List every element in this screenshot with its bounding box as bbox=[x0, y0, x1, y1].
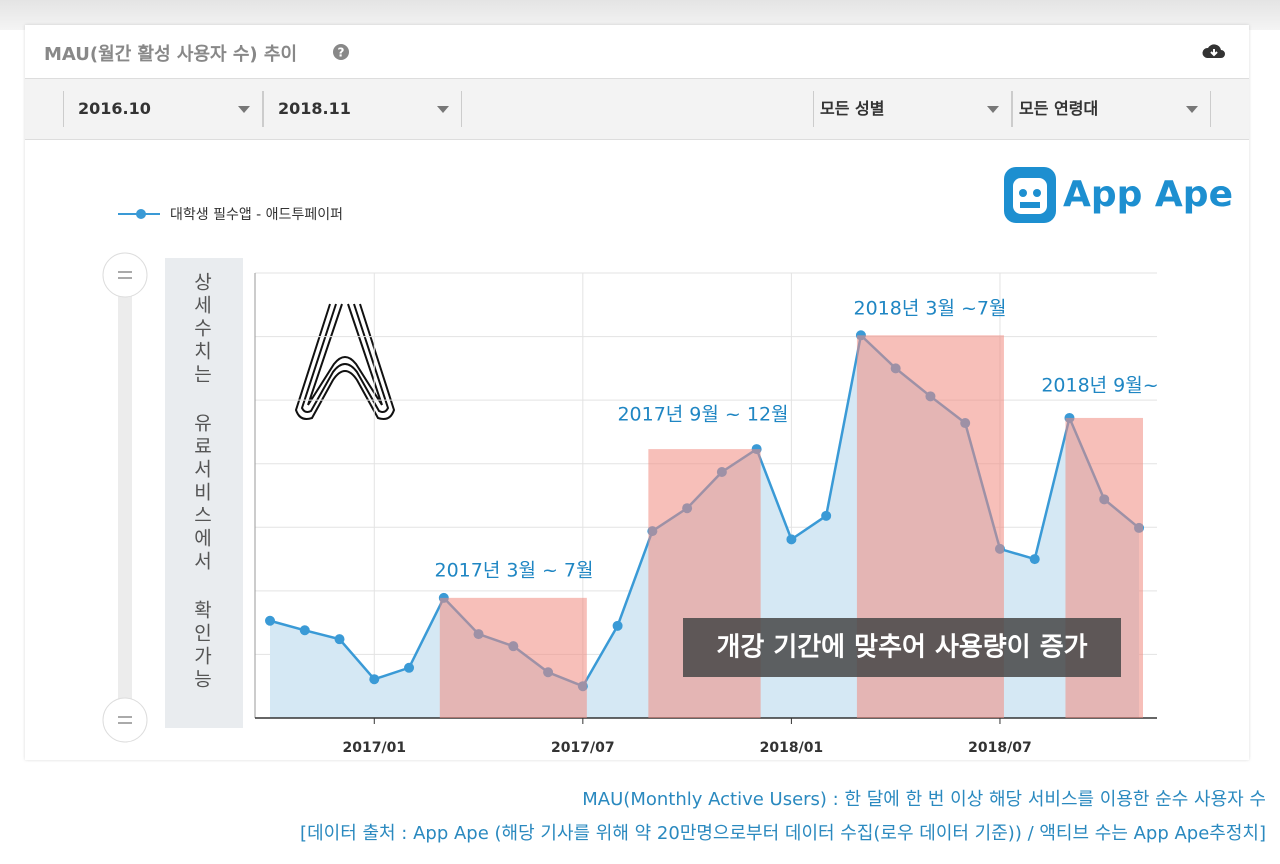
data-point bbox=[265, 615, 275, 626]
footnote: [데이터 출처 : App Ape (해당 기사를 위해 약 20만명으로부터 … bbox=[300, 823, 1266, 844]
data-point bbox=[1029, 554, 1040, 565]
side-note: 상세수치는 유료서비스에서 확인가능 bbox=[190, 272, 213, 692]
callout-box bbox=[683, 618, 1121, 677]
callout-text: 개강 기간에 맞추어 사용량이 증가 bbox=[716, 633, 1087, 663]
data-point bbox=[299, 625, 310, 636]
x-tick-label: 2017/07 bbox=[551, 740, 615, 756]
annotation: 2017년 3월 ~ 7월 bbox=[434, 560, 593, 582]
filter-bar: 2016.10 2018.11 모든 성별 모든 연령대 bbox=[25, 79, 1249, 140]
highlight-band bbox=[648, 449, 761, 718]
lock-overlay bbox=[165, 258, 243, 728]
footnote: MAU(Monthly Active Users) : 한 달에 한 번 이상 … bbox=[582, 789, 1266, 810]
data-point bbox=[786, 534, 797, 545]
age-select[interactable]: 모든 연령대 bbox=[1012, 91, 1211, 127]
brand-logo: App Ape bbox=[1004, 167, 1233, 223]
download-icon[interactable] bbox=[1202, 41, 1226, 61]
data-point bbox=[821, 510, 832, 521]
svg-text:?: ? bbox=[338, 46, 345, 60]
chart: 상세수치는 유료서비스에서 확인가능 App Ape 대학생 필수앱 - 애드투… bbox=[102, 167, 1233, 756]
data-point bbox=[334, 634, 345, 645]
data-point bbox=[612, 620, 623, 631]
x-tick-label: 2018/01 bbox=[760, 740, 824, 756]
end-date-select[interactable]: 2018.11 bbox=[263, 91, 462, 127]
data-point bbox=[369, 674, 380, 685]
legend-marker bbox=[136, 209, 146, 219]
app-icon bbox=[294, 303, 396, 420]
highlight-band bbox=[439, 597, 587, 718]
brand-name: App Ape bbox=[1063, 174, 1233, 215]
annotation: 2018년 9월~ bbox=[1041, 375, 1158, 397]
x-tick-label: 2018/07 bbox=[968, 740, 1032, 756]
legend-label: 대학생 필수앱 - 애드투페이퍼 bbox=[170, 207, 343, 223]
panel-header: MAU(월간 활성 사용자 수) 추이 ? bbox=[25, 25, 1249, 79]
data-point bbox=[404, 662, 415, 673]
panel-title: MAU(월간 활성 사용자 수) 추이 bbox=[44, 44, 298, 65]
gender-select[interactable]: 모든 성별 bbox=[813, 91, 1012, 127]
slider-handle[interactable] bbox=[102, 697, 148, 743]
annotation: 2018년 3월 ~7월 bbox=[854, 298, 1007, 320]
slider-handle[interactable] bbox=[102, 252, 148, 298]
x-tick-label: 2017/01 bbox=[342, 740, 406, 756]
help-icon[interactable]: ? bbox=[332, 43, 350, 61]
start-date-select[interactable]: 2016.10 bbox=[63, 91, 263, 127]
annotation: 2017년 9월 ~ 12월 bbox=[617, 404, 788, 426]
slider-track bbox=[118, 275, 132, 720]
